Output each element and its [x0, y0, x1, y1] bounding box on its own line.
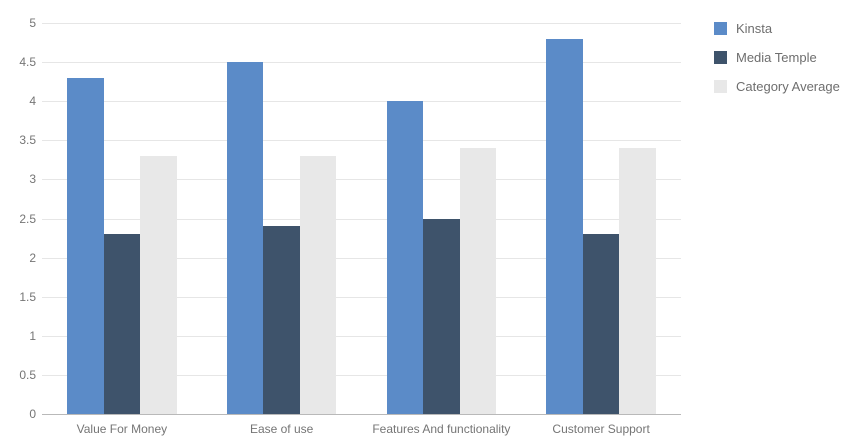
- bar-kinsta-ease-of-use: [226, 62, 264, 414]
- y-tick-label: 0: [29, 407, 36, 421]
- bar-category-average-customer-support: [619, 148, 656, 414]
- gridline: [42, 179, 681, 180]
- gridline: [42, 336, 681, 337]
- x-category-label: Features And functionality: [372, 422, 511, 436]
- legend-item-media-temple: Media Temple: [714, 51, 840, 64]
- x-axis-baseline: [42, 414, 681, 415]
- legend-label: Media Temple: [736, 50, 817, 65]
- legend-item-kinsta: Kinsta: [714, 22, 840, 35]
- y-tick-label: 1: [29, 329, 36, 343]
- bar-category-average-value-for-money: [140, 155, 177, 414]
- gridline: [42, 375, 681, 376]
- x-category-label: Customer Support: [552, 422, 650, 436]
- y-tick-label: 4: [29, 94, 36, 108]
- bar-media-temple-customer-support: [582, 234, 620, 414]
- x-category-label: Value For Money: [76, 422, 168, 436]
- gridline: [42, 140, 681, 141]
- gridline: [42, 258, 681, 259]
- gridline: [42, 219, 681, 220]
- legend: Kinsta Media Temple Category Average: [714, 22, 840, 109]
- y-tick-label: 3: [29, 172, 36, 186]
- legend-item-category-average: Category Average: [714, 80, 840, 93]
- legend-swatch-icon: [714, 51, 727, 64]
- bar-category-average-features-and-functionality: [459, 148, 497, 414]
- y-tick-label: 2.5: [19, 212, 36, 226]
- legend-swatch-icon: [714, 80, 727, 93]
- y-tick-label: 4.5: [19, 55, 36, 69]
- y-tick-label: 5: [29, 16, 36, 30]
- legend-label: Kinsta: [736, 21, 773, 36]
- bar-media-temple-ease-of-use: [263, 226, 300, 414]
- y-tick-label: 3.5: [19, 133, 36, 147]
- y-tick-label: 2: [29, 251, 36, 265]
- bar-media-temple-value-for-money: [103, 234, 141, 414]
- gridline: [42, 62, 681, 63]
- bar-kinsta-customer-support: [546, 38, 583, 414]
- y-tick-label: 0.5: [19, 368, 36, 382]
- bar-media-temple-features-and-functionality: [423, 218, 460, 414]
- x-category-label: Ease of use: [249, 422, 314, 436]
- legend-swatch-icon: [714, 22, 727, 35]
- bar-kinsta-features-and-functionality: [386, 101, 424, 414]
- legend-label: Category Average: [736, 79, 840, 94]
- gridline: [42, 297, 681, 298]
- bar-category-average-ease-of-use: [299, 155, 337, 414]
- y-tick-label: 1.5: [19, 290, 36, 304]
- gridline: [42, 101, 681, 102]
- bar-kinsta-value-for-money: [67, 77, 104, 414]
- gridline: [42, 23, 681, 24]
